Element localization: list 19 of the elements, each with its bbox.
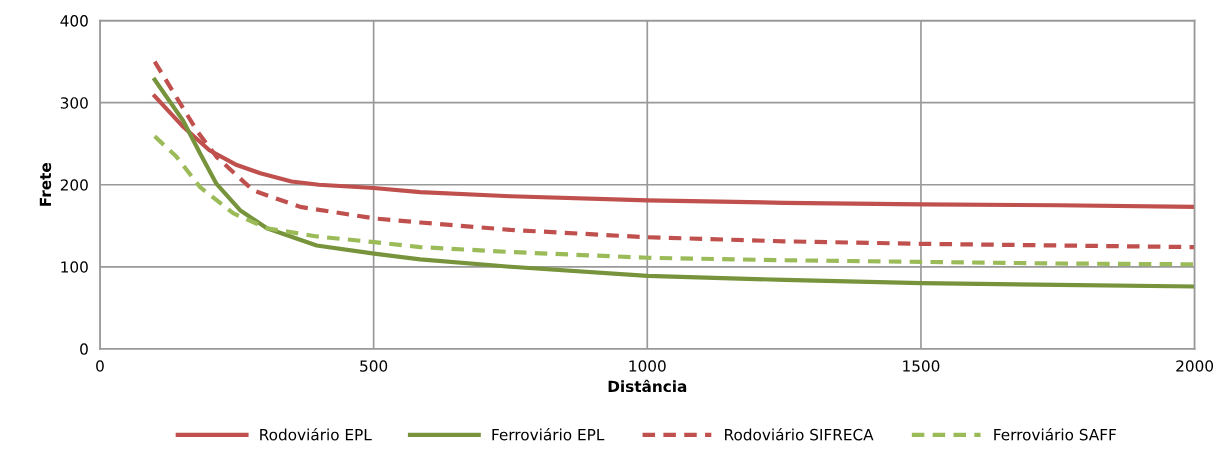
y-tick-label: 400 bbox=[60, 15, 88, 27]
line-series bbox=[152, 77, 1195, 289]
legend-label: Rodoviário EPL bbox=[260, 427, 372, 441]
y-tick-label: 0 bbox=[80, 343, 88, 355]
y-axis-title: Frete bbox=[39, 162, 52, 206]
legend-label: Rodoviário SIFRECA bbox=[725, 427, 874, 441]
legend-label: Ferroviário SAFF bbox=[994, 427, 1116, 441]
y-tick-label: 100 bbox=[61, 261, 88, 273]
x-tick-label: 2000 bbox=[1176, 360, 1214, 372]
y-tick-label: 200 bbox=[60, 179, 88, 191]
x-tick-label: 0 bbox=[96, 360, 104, 372]
x-tick-label: 1500 bbox=[903, 360, 940, 372]
line-series bbox=[152, 134, 1195, 267]
x-tick-label: 500 bbox=[360, 360, 388, 372]
y-tick-label: 300 bbox=[60, 97, 88, 109]
legend-label: Ferroviário EPL bbox=[492, 427, 605, 441]
line-series bbox=[152, 59, 1195, 250]
x-axis-title: Distância bbox=[608, 379, 687, 393]
x-tick-label: 1000 bbox=[629, 360, 666, 372]
